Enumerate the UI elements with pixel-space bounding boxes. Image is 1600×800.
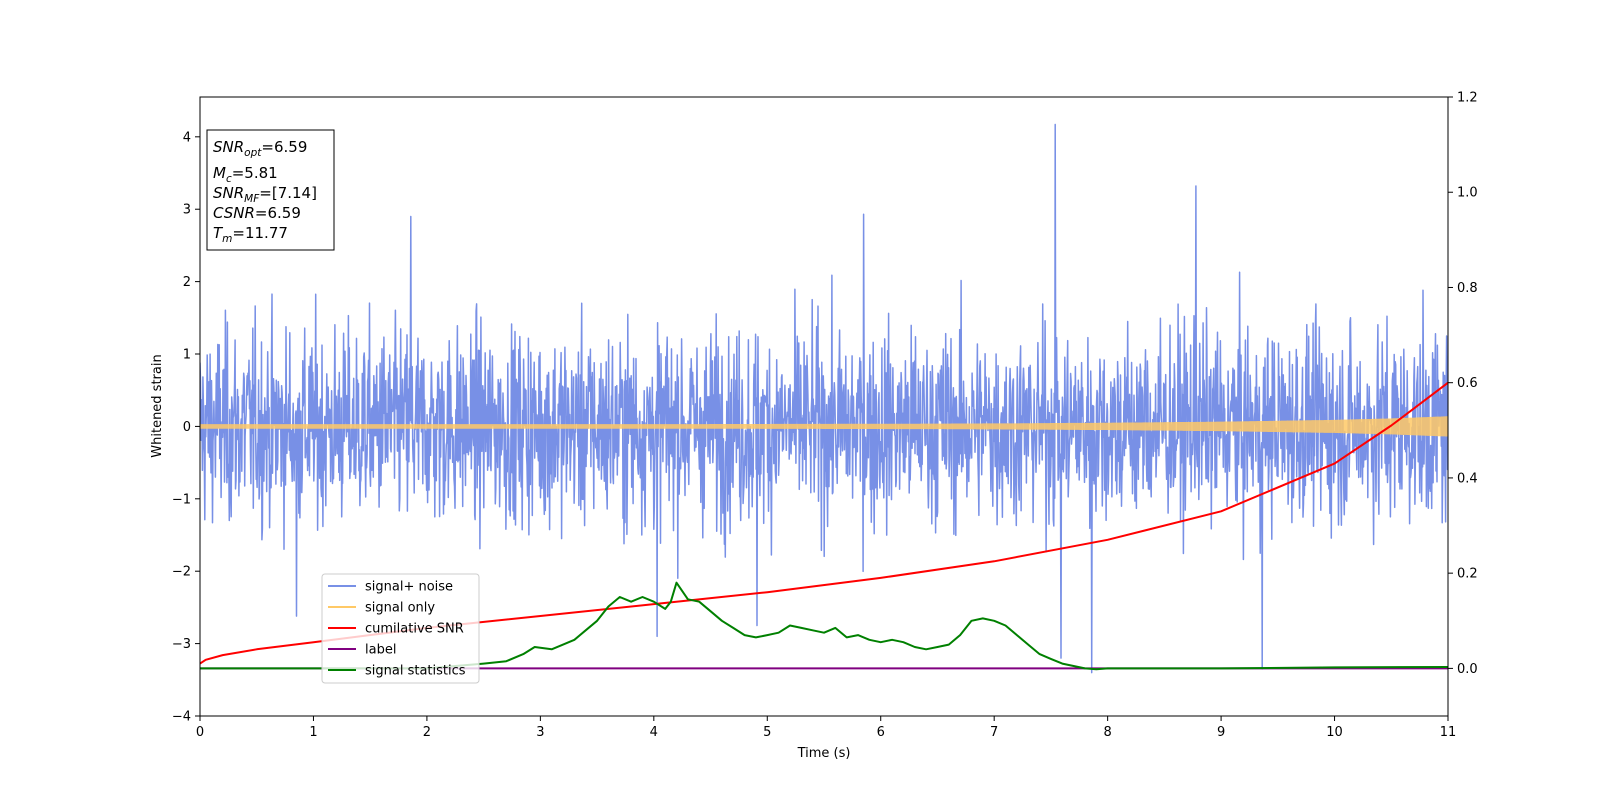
series-signal-statistics [200, 581, 1448, 671]
y-tick-label: −1 [172, 492, 191, 507]
series-signal-noise [200, 123, 1448, 674]
info-box-line: SNRopt=6.59 [213, 138, 307, 159]
y2-tick-label: 0.0 [1457, 662, 1478, 677]
y2-tick-label: 0.2 [1457, 567, 1478, 582]
y2-tick-label: 0.8 [1457, 281, 1478, 296]
plot-frame [199, 96, 1449, 717]
x-tick-label: 7 [990, 725, 998, 740]
series-cumilative-snr [200, 381, 1448, 665]
y-axis-left: −4 −3 −2 −1 0 1 2 3 4 [172, 130, 200, 725]
x-tick-label: 8 [1103, 725, 1111, 740]
legend-label: cumilative SNR [365, 622, 464, 637]
y-tick-label: 0 [183, 420, 191, 435]
x-axis: 0 1 2 3 4 5 6 7 8 9 10 11 [196, 716, 1456, 740]
x-tick-label: 11 [1440, 725, 1457, 740]
y2-tick-label: 0.6 [1457, 376, 1478, 391]
y-tick-label: 4 [183, 130, 191, 145]
x-tick-label: 9 [1217, 725, 1225, 740]
legend-label: signal+ noise [365, 580, 453, 595]
y-tick-label: 1 [183, 348, 191, 363]
y-tick-label: 3 [183, 203, 191, 218]
legend: signal+ noise signal only cumilative SNR la… [321, 573, 480, 684]
x-tick-label: 6 [877, 725, 885, 740]
info-box-line: CSNR=6.59 [213, 204, 301, 222]
x-tick-label: 2 [423, 725, 431, 740]
legend-label: signal only [365, 601, 435, 616]
x-tick-label: 10 [1326, 725, 1343, 740]
legend-label: label [365, 643, 396, 658]
info-box-line: Mc=5.81 [213, 164, 278, 185]
info-box-line: Tm=11.77 [213, 224, 288, 245]
y-tick-label: −3 [172, 637, 191, 652]
legend-frame [321, 573, 480, 684]
y-axis-label: Whitened strain [150, 354, 165, 457]
x-tick-label: 0 [196, 725, 204, 740]
y-axis-right: 0.0 0.2 0.4 0.6 0.8 1.0 1.2 [1448, 91, 1478, 677]
y2-tick-label: 0.4 [1457, 471, 1478, 486]
x-tick-label: 1 [309, 725, 317, 740]
x-axis-label: Time (s) [797, 746, 851, 761]
y2-tick-label: 1.2 [1457, 91, 1478, 106]
x-tick-label: 3 [536, 725, 544, 740]
info-box-line: SNRMF=[7.14] [213, 184, 317, 205]
legend-label: signal statistics [365, 664, 466, 679]
y2-tick-label: 1.0 [1457, 186, 1478, 201]
info-box-frame [206, 129, 335, 251]
x-tick-label: 5 [763, 725, 771, 740]
x-tick-label: 4 [650, 725, 658, 740]
series-signal-only [200, 416, 1448, 437]
y-tick-label: −4 [172, 710, 191, 725]
y-tick-label: −2 [172, 565, 191, 580]
y-tick-label: 2 [183, 275, 191, 290]
